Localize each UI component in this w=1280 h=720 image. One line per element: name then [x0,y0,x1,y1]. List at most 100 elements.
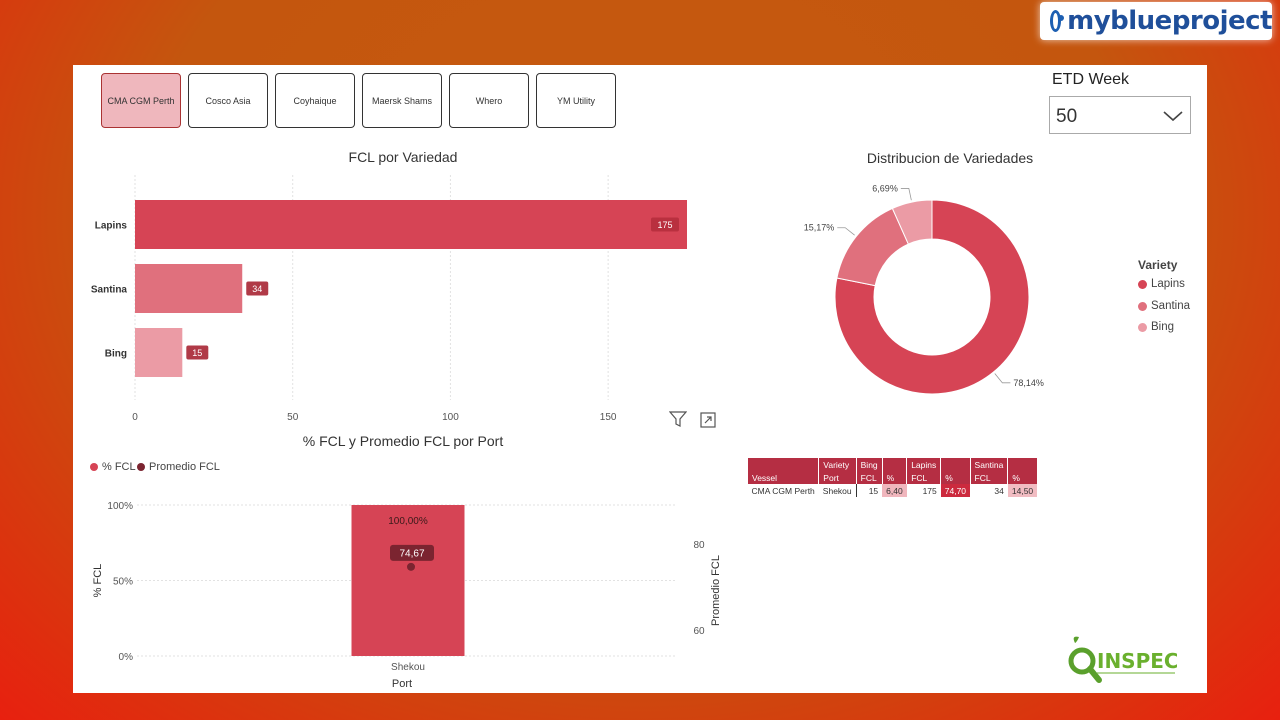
table-header-cell: Variety [818,458,857,471]
legend-label: % FCL [102,461,136,473]
brand-text: myblueproject [1067,6,1272,36]
table-cell: 15 [868,485,879,496]
table-header-row: Vessel Port FCL% FCL% FCL% [746,471,1038,484]
legend-dot [1138,322,1147,332]
legend-dot [137,463,145,471]
slicer-button-cosco-asia[interactable]: Cosco Asia [188,73,268,128]
combo-chart-title: % FCL y Promedio FCL por Port [302,433,504,449]
donut-chart-title: Distribucion de Variedades [866,150,1034,166]
legend-label: Bing [1151,321,1175,333]
table-header-row: Variety Bing Lapins Santina [746,458,1038,471]
table-header-cell: Santina [969,458,1008,471]
distribucion-donut-chart: 78,14% 15,17% 6,69% [804,183,1044,395]
y-category-label: Bing [105,349,127,360]
table-cell: 34 [994,485,1004,496]
x-tick-label: 50 [287,412,299,423]
brand-icon [1050,10,1065,32]
y2-tick-label: 80 [693,540,705,551]
data-label: 175 [657,220,672,230]
brand-logo: myblueproject [1040,2,1272,40]
slice-percent-label: 78,14% [1013,378,1044,388]
line-data-label: 74,67 [399,548,424,559]
table-header-cell: % [940,471,971,484]
legend-dot [90,463,98,471]
table-header-cell: FCL [969,471,1008,484]
y-tick-label: 50% [113,577,133,588]
table-cell: CMA CGM Perth [751,485,815,496]
table-header-cell: % [881,471,907,484]
table-header-cell [746,458,819,471]
legend-dot [1138,301,1147,311]
legend-label: Promedio FCL [149,461,220,473]
slicer-button-coyhaique[interactable]: Coyhaique [275,73,355,128]
slicer-button-cma-cgm-perth[interactable]: CMA CGM Perth [101,73,181,128]
slicer-button-whero[interactable]: Whero [449,73,529,128]
table-header-cell: % [1007,471,1038,484]
table-header-cell [1007,458,1038,471]
table-header-cell: Bing [855,458,883,471]
slicer-button-maersk-shams[interactable]: Maersk Shams [362,73,442,128]
y-category-label: Lapins [95,221,128,232]
slice-percent-label: 6,69% [872,183,898,193]
y2-tick-label: 60 [693,626,705,637]
table-header-cell: FCL [906,471,941,484]
x-tick-label: 100 [442,412,459,423]
leader-line [837,227,855,236]
table-cell: 14,50 [1007,484,1038,497]
y-category-label: Santina [91,285,128,296]
donut-slice-bing[interactable] [891,199,933,245]
legend-item-santina[interactable]: Santina [1138,300,1190,312]
legend-item-bing[interactable]: Bing [1138,321,1174,333]
legend-item-pct-fcl[interactable]: % FCL [90,461,136,473]
legend-label: Lapins [1151,278,1185,290]
focus-mode-icon[interactable] [700,412,716,428]
legend-item-promedio-fcl[interactable]: Promedio FCL [137,461,220,473]
bar-lapins[interactable] [135,200,687,249]
donut-slice-lapins[interactable] [834,199,1030,395]
slicer-button-ym-utility[interactable]: YM Utility [536,73,616,128]
table-header-cell [881,458,907,471]
table-cell: Shekou [818,484,857,497]
table-cell: 175 [922,485,937,496]
fcl-por-variedad-chart: 0 50 100 150 Lapins 175 Santina 34 Bing 15 [91,175,687,423]
table-header-cell: Lapins [906,458,941,471]
table-row: CMA CGM Perth Shekou 15 6,40 175 74,70 34 14,50 [748,484,1038,497]
line-point-promedio[interactable] [407,562,415,571]
y-tick-label: 0% [119,652,134,663]
x-tick-label: 150 [600,412,617,423]
filter-icon[interactable] [669,411,687,428]
table-header-cell [940,458,971,471]
data-label-bg [390,544,434,561]
svg-text:INSPEC: INSPEC [1097,649,1177,673]
bar-santina[interactable] [135,264,243,313]
table-cell: 74,70 [940,484,971,497]
table-header-cell: FCL [855,471,883,484]
legend-dot [1138,279,1147,289]
y-tick-label: 100% [107,501,133,512]
leader-line [900,188,912,201]
data-label-bg [186,345,209,360]
bar-data-label: 100,00% [388,516,428,527]
data-label: 15 [192,348,202,358]
y2-axis-label: Promedio FCL [710,555,722,626]
data-label-bg [651,217,679,232]
x-axis-label: Port [392,678,412,690]
chevron-down-icon [1163,111,1183,122]
inspec-logo: INSPEC [1068,636,1177,683]
etd-week-label: ETD Week [1052,71,1130,88]
pct-fcl-por-port-chart: 0% 50% 100% 60 80 % FCL Promedio FCL Port Shekou… [92,501,722,690]
bar-chart-title: FCL por Variedad [348,149,458,165]
legend-label: Santina [1151,300,1191,312]
bar-bing[interactable] [135,328,183,377]
slice-percent-label: 15,17% [804,223,835,233]
leader-line [994,373,1011,384]
table-header-cell: Vessel [746,471,819,484]
x-tick-label: 0 [132,412,138,423]
legend-item-lapins[interactable]: Lapins [1138,278,1185,290]
variety-matrix-table: Variety Bing Lapins Santina Vessel Port FCL% F… [746,458,1038,497]
dashboard-canvas: CMA CGM Perth Cosco Asia Coyhaique Maersk S… [73,65,1207,693]
data-label: 34 [252,284,262,294]
bar-shekou[interactable] [351,505,465,656]
etd-week-dropdown[interactable]: 50 [1049,96,1191,134]
y-axis-label: % FCL [92,564,104,598]
